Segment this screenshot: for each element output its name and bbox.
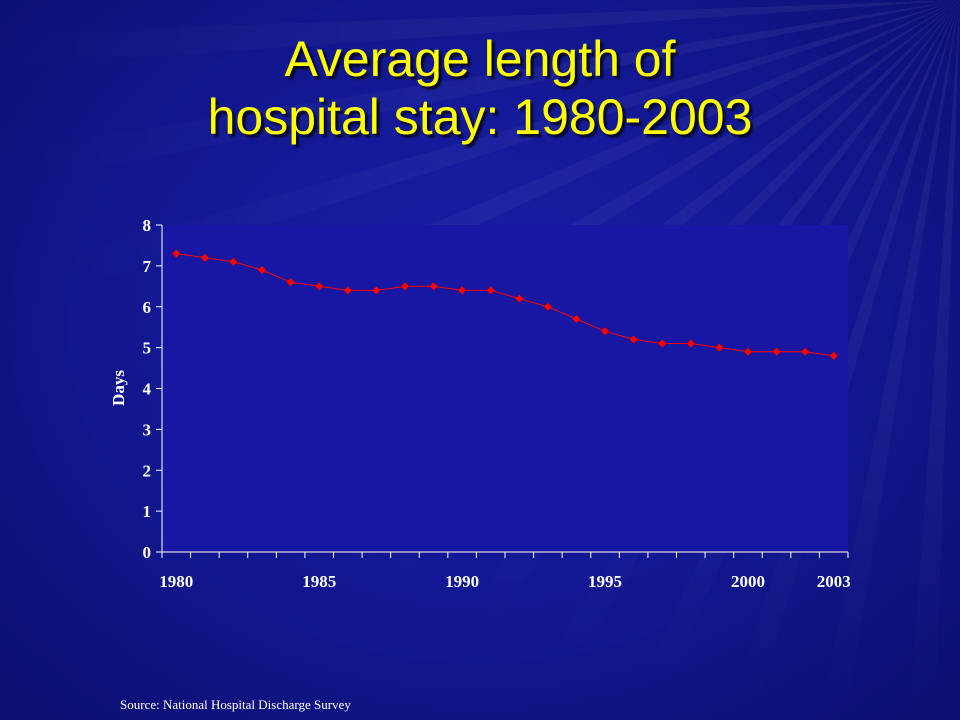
y-axis-label: Days [109, 370, 128, 406]
series-line [176, 253, 834, 357]
x-tick-label: 1995 [588, 572, 622, 591]
y-tick-label: 0 [143, 543, 152, 562]
x-tick-label: 1985 [302, 572, 336, 591]
title-line-2: hospital stay: 1980-2003 [207, 89, 753, 145]
title-line-1: Average length of [284, 31, 676, 87]
data-point-marker [429, 281, 438, 291]
x-tick-label: 2003 [817, 572, 851, 591]
x-axis: 1980 1985 1990 1995 2000 2003 [159, 551, 851, 591]
x-tick-label: 1990 [445, 572, 479, 591]
data-point-marker [800, 347, 810, 357]
slide-title: Average length of hospital stay: 1980-20… [0, 30, 960, 146]
plot-area [162, 225, 848, 552]
data-point-marker [400, 281, 410, 291]
y-tick-label: 4 [143, 380, 152, 399]
data-point-marker [686, 339, 696, 348]
data-point-marker [657, 339, 667, 348]
y-tick-label: 5 [143, 339, 152, 358]
data-point-marker [514, 294, 524, 303]
data-point-marker [715, 343, 724, 352]
data-point-marker [229, 257, 238, 267]
data-point-marker [572, 314, 581, 324]
data-point-marker [772, 347, 781, 357]
data-point-marker [743, 347, 753, 357]
data-point-marker [543, 302, 553, 312]
data-point-marker [257, 265, 267, 275]
y-tick-label: 8 [143, 216, 152, 235]
data-point-marker [171, 249, 181, 258]
y-tick-label: 1 [143, 502, 152, 521]
data-point-marker [486, 286, 496, 295]
x-tick-label: 1980 [159, 572, 193, 591]
y-tick-label: 6 [143, 298, 152, 317]
data-point-marker [314, 281, 324, 291]
data-point-marker [200, 253, 210, 263]
data-point-marker [829, 351, 839, 361]
data-point-marker [286, 277, 295, 287]
source-note: Source: National Hospital Discharge Surv… [120, 697, 351, 712]
y-tick-label: 2 [143, 461, 152, 480]
y-tick-label: 7 [143, 257, 152, 276]
data-point-marker [343, 286, 353, 295]
y-tick-label: 3 [143, 420, 152, 439]
series-group [171, 249, 839, 361]
data-point-marker [457, 286, 467, 295]
y-axis: 0 1 2 3 4 5 6 7 8 [143, 216, 163, 562]
data-point-marker [629, 335, 638, 344]
data-point-marker [372, 286, 381, 295]
x-tick-label: 2000 [731, 572, 765, 591]
data-point-marker [600, 326, 610, 336]
